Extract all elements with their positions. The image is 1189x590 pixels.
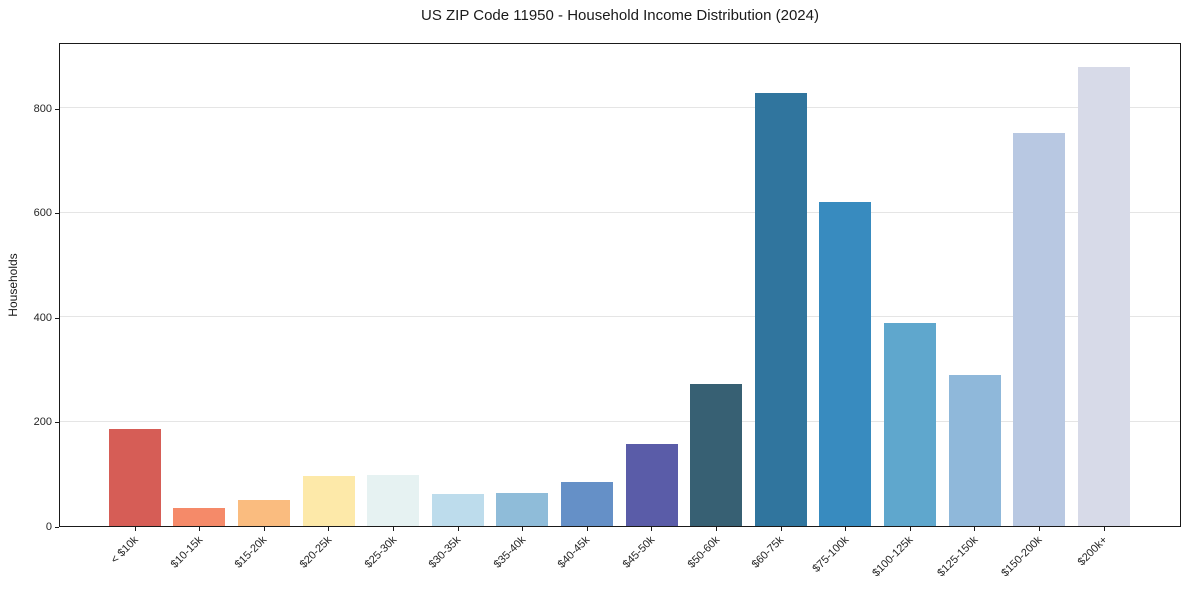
x-tick-label: $125-150k: [935, 534, 981, 580]
y-tick-mark: [55, 108, 59, 110]
x-tick-mark: [134, 527, 136, 531]
x-tick-label: $25-30k: [362, 534, 399, 571]
x-tick-label: $40-45k: [556, 534, 593, 571]
y-tick-mark: [55, 317, 59, 319]
bar-200k: [1077, 66, 1130, 526]
x-tick-mark: [909, 527, 911, 531]
bar-30-35k: [431, 493, 484, 526]
x-tick-mark: [715, 527, 718, 531]
bar-75-100k: [819, 202, 872, 526]
bar-35-40k: [496, 493, 549, 526]
bar-50-60k: [690, 384, 743, 526]
gridline: [60, 316, 1180, 318]
bar-125-150k: [948, 374, 1001, 526]
x-tick-label: $60-75k: [749, 534, 787, 571]
x-tick-mark: [845, 527, 847, 531]
x-tick-mark: [522, 527, 524, 531]
x-tick-mark: [1103, 527, 1105, 531]
bar-10-15k: [173, 507, 226, 526]
x-tick-label: $35-40k: [491, 534, 529, 571]
x-tick-mark: [651, 527, 653, 531]
y-tick-label: 400: [33, 311, 52, 324]
bar-150-200k: [1013, 133, 1066, 526]
x-tick-mark: [1038, 527, 1041, 531]
x-tick-mark: [974, 527, 976, 531]
x-tick-label: $100-125k: [870, 534, 916, 580]
bar-40-45k: [561, 481, 613, 526]
y-tick-label: 800: [33, 102, 52, 115]
x-tick-label: $75-100k: [810, 534, 852, 575]
x-tick-mark: [457, 527, 459, 531]
bar-25-30k: [367, 475, 420, 526]
bar-20-25k: [302, 476, 355, 526]
chart-title: US ZIP Code 11950 - Household Income Dis…: [421, 7, 819, 24]
x-tick-mark: [199, 527, 201, 531]
y-tick-mark: [55, 213, 59, 215]
x-tick-label: $45-50k: [620, 534, 658, 571]
bar-45-50k: [625, 444, 678, 526]
x-tick-mark: [328, 527, 330, 531]
y-tick-mark: [55, 526, 59, 528]
x-tick-label: $10-15k: [168, 534, 206, 571]
x-tick-label: $15-20k: [233, 534, 270, 571]
gridline: [60, 211, 1180, 213]
x-tick-mark: [263, 527, 265, 531]
bar-100-125k: [884, 323, 936, 526]
x-tick-label: $30-35k: [426, 534, 464, 571]
x-tick-mark: [780, 527, 782, 531]
x-tick-label: < $10k: [108, 534, 141, 567]
x-tick-mark: [586, 527, 588, 531]
y-tick-label: 200: [33, 416, 52, 429]
y-tick-label: 0: [45, 520, 52, 533]
x-tick-label: $200k+: [1075, 534, 1110, 569]
y-tick-mark: [55, 422, 59, 424]
bar-15-20k: [238, 499, 290, 526]
gridline: [60, 420, 1180, 422]
x-tick-label: $150-200k: [999, 534, 1045, 580]
bar-10k: [108, 429, 161, 526]
x-tick-mark: [392, 527, 395, 531]
plot-area: [59, 43, 1181, 527]
bar-60-75k: [754, 92, 807, 526]
x-tick-label: $50-60k: [685, 534, 722, 571]
y-tick-label: 600: [33, 207, 52, 220]
gridline: [60, 107, 1180, 109]
x-tick-label: $20-25k: [297, 534, 335, 571]
